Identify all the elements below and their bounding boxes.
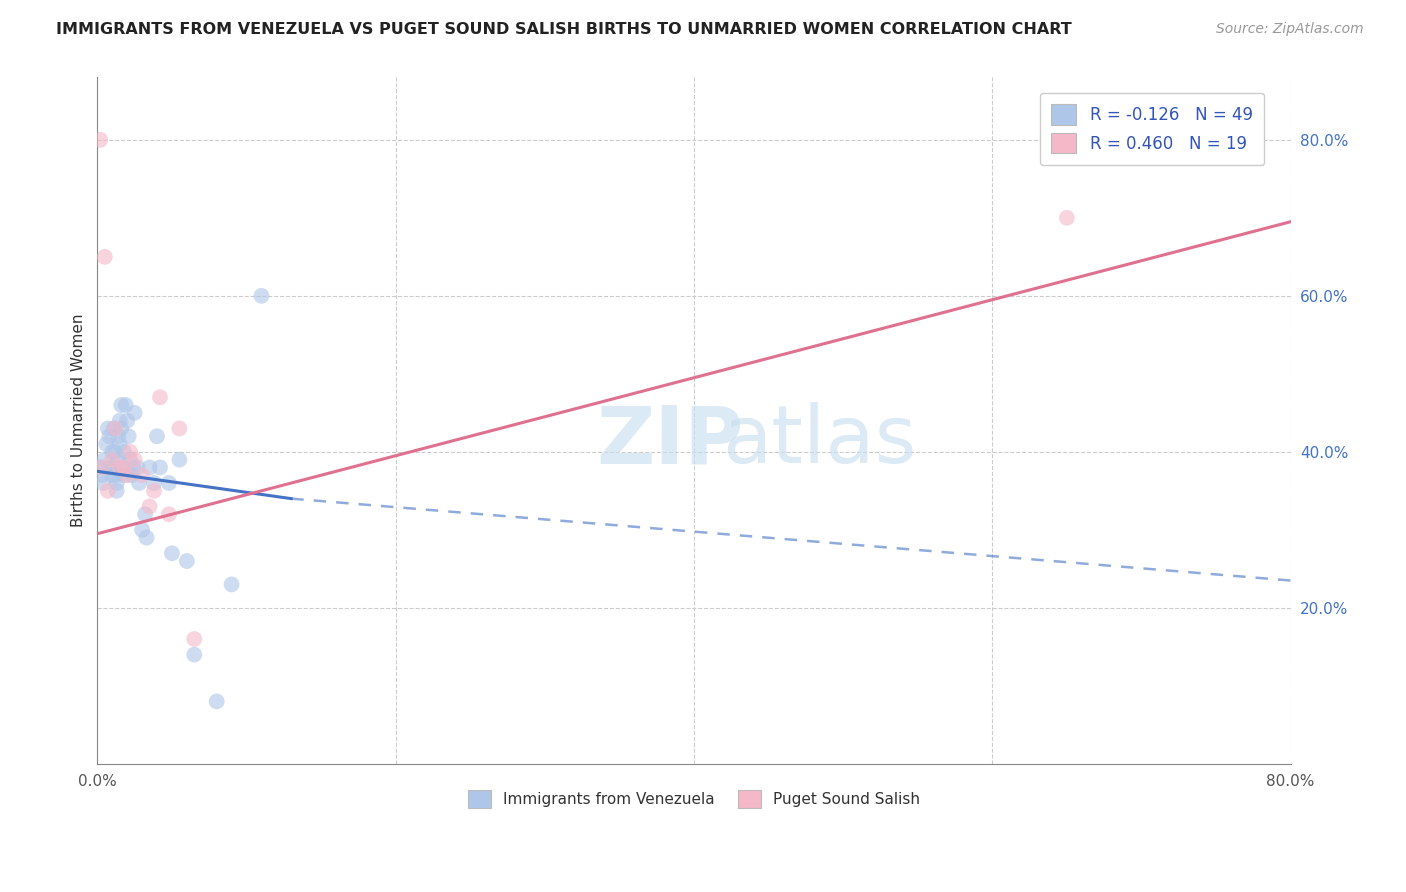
Point [131, 523, 153, 537]
Point [104, 468, 127, 483]
Point [98, 429, 121, 443]
Point [250, 289, 273, 303]
Point [149, 390, 172, 404]
Point [124, 452, 146, 467]
Point [90, 460, 112, 475]
Point [124, 406, 146, 420]
Point [107, 452, 129, 467]
Point [112, 460, 135, 475]
Point [143, 476, 166, 491]
Point [108, 414, 131, 428]
Point [205, 694, 228, 708]
Point [176, 554, 198, 568]
Y-axis label: Births to Unmarried Women: Births to Unmarried Women [72, 314, 86, 527]
Point [104, 445, 127, 459]
Point [183, 632, 205, 646]
Point [90, 468, 112, 483]
Point [108, 460, 131, 475]
Point [134, 507, 156, 521]
Point [105, 483, 128, 498]
Point [221, 577, 243, 591]
Point [110, 398, 132, 412]
Point [101, 452, 124, 467]
Point [97, 421, 120, 435]
Point [104, 421, 127, 435]
Point [101, 445, 124, 459]
Point [183, 648, 205, 662]
Text: Source: ZipAtlas.com: Source: ZipAtlas.com [1216, 22, 1364, 37]
Text: IMMIGRANTS FROM VENEZUELA VS PUGET SOUND SALISH BIRTHS TO UNMARRIED WOMEN CORREL: IMMIGRANTS FROM VENEZUELA VS PUGET SOUND… [56, 22, 1071, 37]
Point [149, 460, 172, 475]
Point [115, 414, 138, 428]
Point [1056, 211, 1078, 225]
Point [121, 468, 143, 483]
Point [110, 421, 132, 435]
Point [112, 468, 135, 483]
Point [131, 468, 153, 483]
Point [118, 429, 141, 443]
Legend: Immigrants from Venezuela, Puget Sound Salish: Immigrants from Venezuela, Puget Sound S… [463, 784, 927, 814]
Point [94, 452, 117, 467]
Point [138, 460, 160, 475]
Point [108, 437, 131, 451]
Point [96, 437, 118, 451]
Point [101, 468, 124, 483]
Point [120, 445, 142, 459]
Point [146, 429, 169, 443]
Point [157, 476, 180, 491]
Point [127, 460, 149, 475]
Point [89, 460, 111, 475]
Point [94, 250, 117, 264]
Point [157, 507, 180, 521]
Point [122, 460, 145, 475]
Point [114, 398, 136, 412]
Point [112, 445, 135, 459]
Point [103, 460, 125, 475]
Point [103, 421, 125, 435]
Point [128, 476, 150, 491]
Point [111, 460, 134, 475]
Point [100, 460, 122, 475]
Point [160, 546, 183, 560]
Point [89, 133, 111, 147]
Point [135, 531, 157, 545]
Point [138, 500, 160, 514]
Point [107, 429, 129, 443]
Point [97, 483, 120, 498]
Text: ZIP: ZIP [596, 402, 744, 480]
Point [169, 452, 191, 467]
Point [105, 476, 128, 491]
Point [120, 452, 142, 467]
Point [143, 483, 166, 498]
Point [115, 468, 138, 483]
Text: atlas: atlas [723, 402, 917, 480]
Point [91, 476, 114, 491]
Point [169, 421, 191, 435]
